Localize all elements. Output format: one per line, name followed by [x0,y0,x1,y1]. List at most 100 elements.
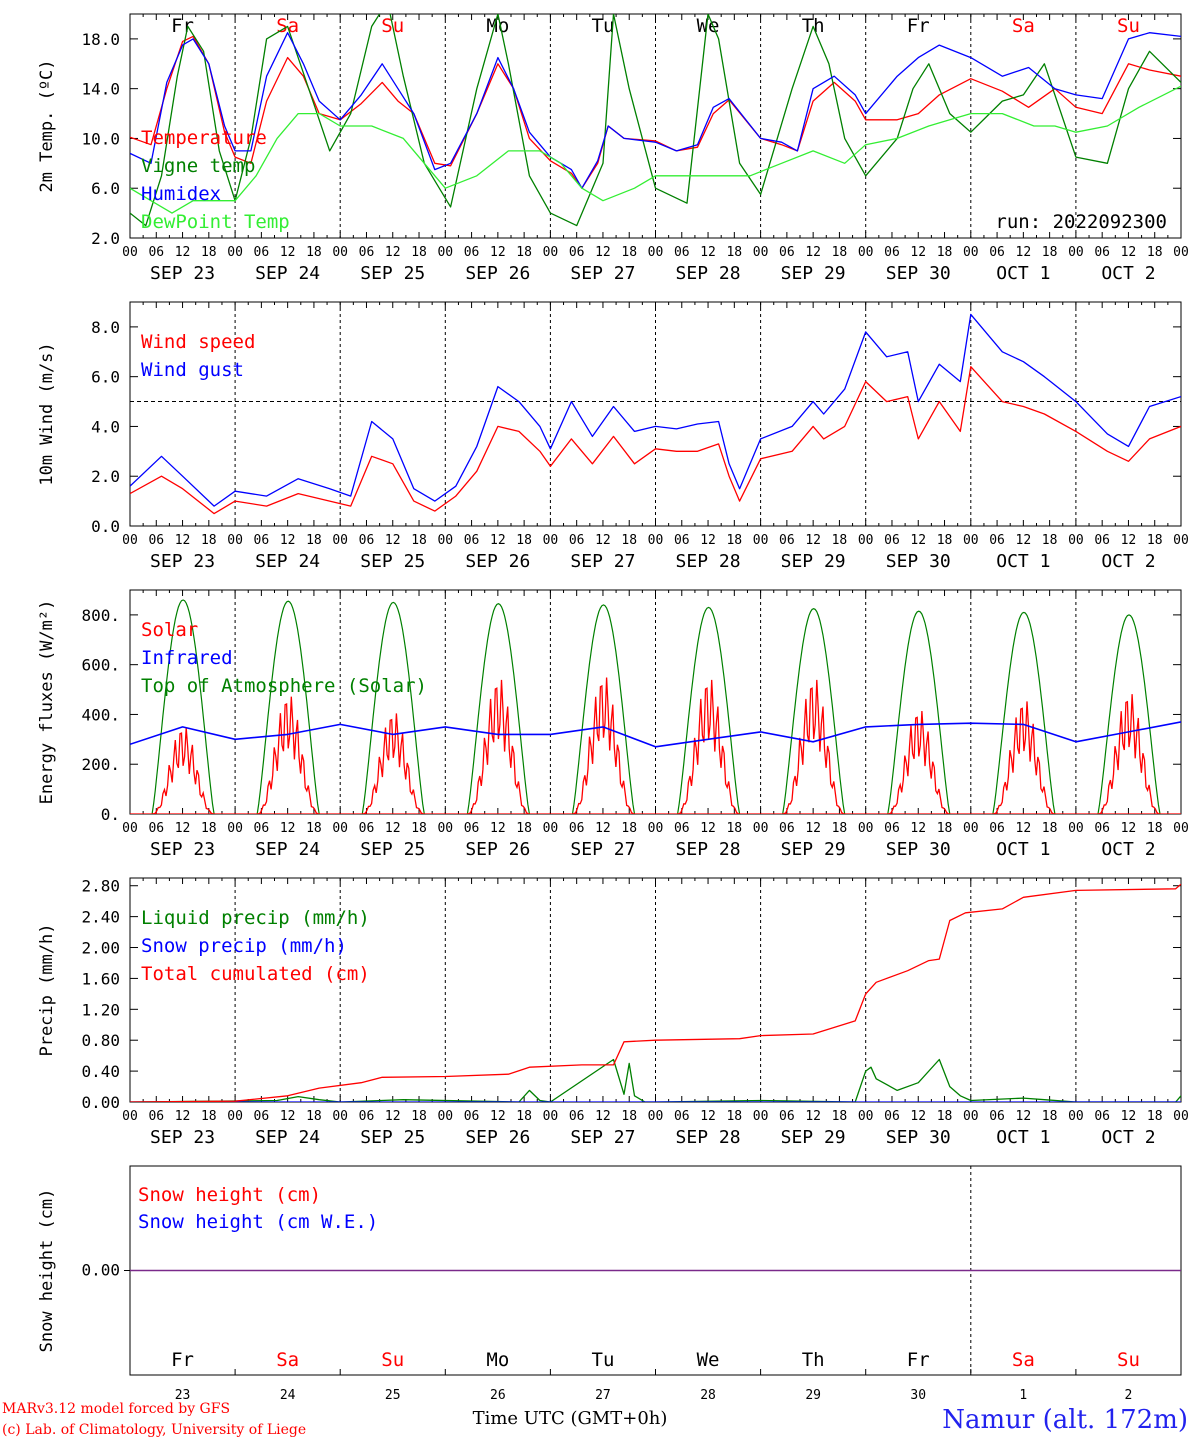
date-label: SEP 27 [570,551,635,572]
hour-label: 00 [1173,1109,1189,1124]
hour-label: 18 [306,245,322,260]
hour-label: 06 [464,245,480,260]
hour-label: 18 [1147,821,1163,836]
hour-label: 12 [1121,245,1137,260]
hour-label: 00 [858,821,874,836]
y-tick-label: 200. [81,755,120,774]
legend-vigne-temp: Vigne temp [141,155,255,177]
hour-label: 18 [1147,1109,1163,1124]
date-label: SEP 28 [676,263,741,284]
y-tick-label: 0. [101,805,120,824]
hour-label: 12 [910,1109,926,1124]
hour-label: 06 [884,1109,900,1124]
date-label: OCT 2 [1101,1127,1155,1148]
hour-label: 06 [779,821,795,836]
day-name: Fr [907,1349,930,1371]
hour-label: 18 [306,1109,322,1124]
hour-label: 18 [516,1109,532,1124]
hour-label: 12 [1121,821,1137,836]
legend-snow-we: Snow height (cm W.E.) [138,1211,378,1233]
hour-label: 00 [858,533,874,548]
y-tick-label: 14.0 [81,80,120,99]
plot-area [130,599,1181,814]
series-total-cumulated-cm- [130,883,1181,1102]
day-name: Fr [171,15,194,37]
date-label: SEP 24 [255,1127,320,1148]
y-tick-label: 0.00 [81,1261,120,1280]
solar-day [992,701,1055,814]
solar-day [887,710,950,814]
y-tick-label: 0.40 [81,1062,120,1081]
series-dewpoint-temp [130,85,1181,214]
temp-legend: Temperature Vigne temp Humidex DewPoint … [141,127,1167,233]
hour-label: 06 [569,533,585,548]
hour-label: 18 [937,1109,953,1124]
y-tick-label: 0.80 [81,1031,120,1050]
y-tick-label: 600. [81,656,120,675]
date-label: SEP 29 [781,839,846,860]
hour-label: 18 [937,533,953,548]
hour-label: 06 [569,245,585,260]
hour-label: 18 [201,821,217,836]
day-name: Mo [486,15,509,37]
hour-label: 18 [201,245,217,260]
hour-label: 12 [385,1109,401,1124]
toa-day [466,603,530,814]
hour-label: 06 [569,1109,585,1124]
hour-label: 00 [332,821,348,836]
hour-label: 12 [910,821,926,836]
hour-label: 00 [122,245,138,260]
energy-legend: Solar Infrared Top of Atmosphere (Solar) [141,619,427,697]
date-label: SEP 26 [465,263,530,284]
hour-label: 00 [648,245,664,260]
date-label: SEP 23 [150,839,215,860]
hour-label: 12 [595,533,611,548]
series-toa [151,599,1161,814]
hour-label: 00 [963,821,979,836]
hour-label: 12 [385,533,401,548]
date-label: SEP 29 [781,1127,846,1148]
hour-label: 00 [648,821,664,836]
solar-day [362,713,425,814]
hour-label: 06 [779,245,795,260]
hour-label: 06 [148,1109,164,1124]
hour-label: 06 [359,821,375,836]
date-label: SEP 25 [360,263,425,284]
date-label: SEP 25 [360,1127,425,1148]
footer-lab: (c) Lab. of Climatology, University of L… [2,1422,306,1438]
hour-label: 18 [832,245,848,260]
hour-label: 06 [884,821,900,836]
series-vigne-temp [130,14,1181,227]
hour-label: 00 [1173,533,1189,548]
hour-label: 18 [201,533,217,548]
solar-day [782,679,845,814]
hour-label: 12 [490,821,506,836]
y-tick-label: 4.0 [91,417,120,436]
hour-label: 06 [254,1109,270,1124]
y-tick-label: 0.0 [91,517,120,536]
toa-day [782,608,846,814]
legend-dewpoint: DewPoint Temp [141,211,290,233]
day-name: We [697,15,720,37]
hour-label: 12 [1016,533,1032,548]
date-label: SEP 29 [781,263,846,284]
hour-label: 12 [175,821,191,836]
y-tick-label: 18.0 [81,30,120,49]
plot-frame [129,301,1182,527]
hour-label: 12 [175,245,191,260]
solar-day [572,677,635,814]
hour-label: 12 [595,245,611,260]
plot-area [130,883,1181,1102]
hour-label: 06 [1094,245,1110,260]
date-label: SEP 30 [886,1127,951,1148]
day-number: 23 [175,1388,191,1403]
hour-label: 18 [1042,1109,1058,1124]
legend-total-cum: Total cumulated (cm) [141,963,370,985]
day-number: 28 [700,1388,716,1403]
hour-label: 00 [1068,821,1084,836]
hour-label: 06 [779,533,795,548]
hour-label: 00 [437,1109,453,1124]
precip-legend: Liquid precip (mm/h) Snow precip (mm/h) … [141,907,370,985]
legend-snow-precip: Snow precip (mm/h) [141,935,347,957]
hour-label: 00 [753,821,769,836]
